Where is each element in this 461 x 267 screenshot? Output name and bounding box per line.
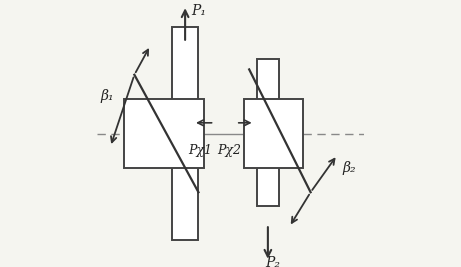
- Bar: [257, 59, 278, 206]
- Bar: [172, 27, 198, 240]
- Text: β₂: β₂: [343, 161, 356, 175]
- Text: β₁: β₁: [101, 89, 114, 103]
- Text: P₁: P₁: [191, 4, 206, 18]
- Bar: [244, 99, 302, 168]
- Text: P₂: P₂: [265, 256, 280, 267]
- Text: Pχ1: Pχ1: [188, 144, 212, 157]
- Text: Pχ2: Pχ2: [217, 144, 241, 157]
- Bar: [124, 99, 204, 168]
